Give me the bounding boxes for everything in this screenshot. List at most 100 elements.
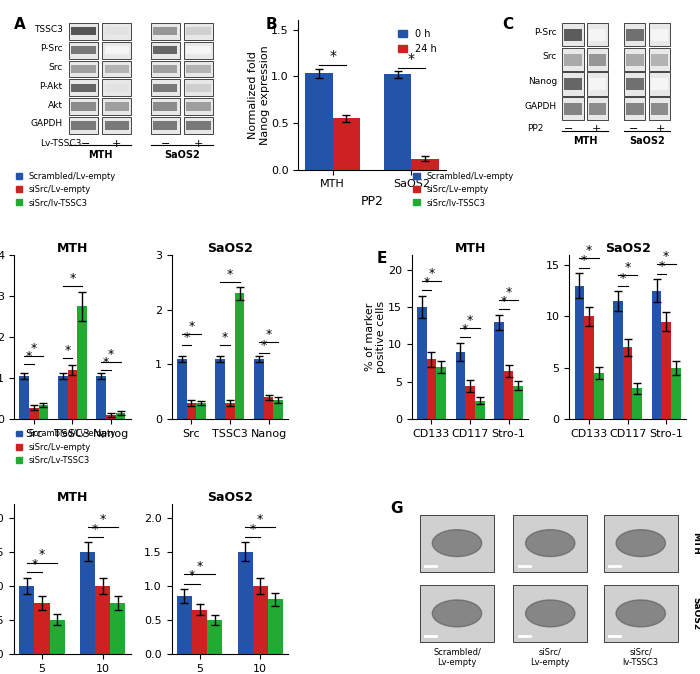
Bar — [253, 586, 268, 654]
Bar — [671, 368, 680, 419]
Bar — [564, 103, 582, 115]
Bar — [234, 293, 244, 419]
Bar — [254, 359, 264, 419]
Bar — [153, 84, 178, 92]
Bar — [589, 29, 606, 41]
Title: MTH: MTH — [57, 242, 88, 255]
Text: SaOS2: SaOS2 — [692, 597, 700, 630]
Text: *: * — [188, 320, 195, 333]
Bar — [417, 307, 427, 419]
Y-axis label: % of marker
positive cells: % of marker positive cells — [365, 301, 386, 373]
Bar — [466, 386, 475, 419]
Bar — [562, 97, 584, 121]
Text: +: + — [656, 124, 665, 134]
Bar — [151, 23, 180, 40]
Text: −: − — [81, 139, 90, 148]
Bar — [624, 48, 645, 71]
Bar — [626, 29, 643, 41]
Bar — [651, 103, 668, 115]
Legend: Scrambled/Lv-empty, siSrc/Lv-empty, siSrc/lv-TSSC3: Scrambled/Lv-empty, siSrc/Lv-empty, siSr… — [410, 168, 517, 210]
Bar — [562, 48, 584, 71]
Text: Akt: Akt — [48, 100, 62, 109]
Bar — [589, 54, 606, 66]
Text: *: * — [424, 276, 430, 289]
Text: *: * — [620, 272, 626, 284]
Text: MTH: MTH — [573, 136, 598, 146]
Bar — [184, 117, 213, 134]
Bar — [264, 397, 273, 419]
Text: PP2: PP2 — [527, 124, 543, 133]
Text: +: + — [112, 139, 121, 148]
Bar — [153, 27, 178, 36]
Text: GAPDH: GAPDH — [525, 102, 557, 111]
Bar — [624, 23, 645, 47]
Text: Nanog: Nanog — [528, 77, 557, 86]
Bar — [69, 61, 98, 78]
Title: SaOS2: SaOS2 — [207, 491, 253, 504]
Bar — [34, 603, 50, 654]
Bar — [412, 158, 439, 170]
Text: *: * — [39, 549, 46, 561]
Bar — [153, 65, 178, 73]
Text: *: * — [467, 314, 473, 328]
Bar — [186, 46, 211, 55]
Bar — [184, 98, 213, 115]
Bar — [564, 78, 582, 90]
Legend: Scrambled/Lv-empty, siSrc/Lv-empty, siSrc/Lv-TSSC3: Scrambled/Lv-empty, siSrc/Lv-empty, siSr… — [13, 426, 120, 468]
Text: GAPDH: GAPDH — [31, 119, 62, 128]
Text: Src: Src — [542, 53, 557, 61]
Bar — [207, 620, 223, 654]
Bar — [104, 65, 129, 73]
Bar — [104, 27, 129, 36]
Circle shape — [616, 530, 666, 557]
Text: *: * — [462, 324, 468, 336]
Bar — [649, 72, 670, 96]
Bar — [427, 359, 436, 419]
X-axis label: PP2: PP2 — [360, 195, 384, 208]
Bar — [102, 42, 131, 59]
Text: SaOS2: SaOS2 — [629, 136, 665, 146]
Bar — [102, 23, 131, 40]
Bar — [186, 27, 211, 36]
Text: MTH: MTH — [692, 532, 700, 555]
Bar — [95, 586, 111, 654]
Y-axis label: Normalized fold
Nanog expression: Normalized fold Nanog expression — [248, 45, 270, 145]
Bar — [80, 552, 95, 654]
Text: Src: Src — [48, 63, 62, 72]
Bar — [420, 515, 494, 572]
Bar — [652, 290, 662, 419]
Bar — [562, 23, 584, 47]
Bar — [29, 408, 38, 419]
Text: *: * — [249, 522, 256, 536]
Bar — [184, 23, 213, 40]
Bar — [177, 596, 192, 654]
Bar — [104, 102, 129, 111]
Bar — [67, 370, 77, 419]
Bar — [475, 400, 484, 419]
Bar — [584, 316, 594, 419]
Text: *: * — [329, 49, 336, 63]
Bar — [624, 72, 645, 96]
Bar — [624, 97, 645, 121]
Bar — [384, 74, 412, 170]
Bar — [626, 54, 643, 66]
Title: SaOS2: SaOS2 — [605, 242, 650, 255]
Text: *: * — [69, 272, 76, 285]
Text: E: E — [377, 251, 387, 266]
Bar — [513, 515, 587, 572]
Text: P-Akt: P-Akt — [39, 82, 62, 90]
Text: *: * — [663, 250, 669, 263]
Title: MTH: MTH — [57, 491, 88, 504]
Bar — [106, 415, 116, 419]
Text: *: * — [222, 331, 228, 344]
Bar — [153, 102, 178, 111]
Bar — [20, 586, 34, 654]
Bar — [104, 46, 129, 55]
Text: B: B — [266, 18, 278, 32]
Bar — [104, 121, 129, 130]
Bar — [116, 413, 125, 419]
Bar — [58, 376, 67, 419]
Bar — [186, 121, 211, 130]
Bar — [562, 72, 584, 96]
Text: *: * — [227, 268, 233, 281]
